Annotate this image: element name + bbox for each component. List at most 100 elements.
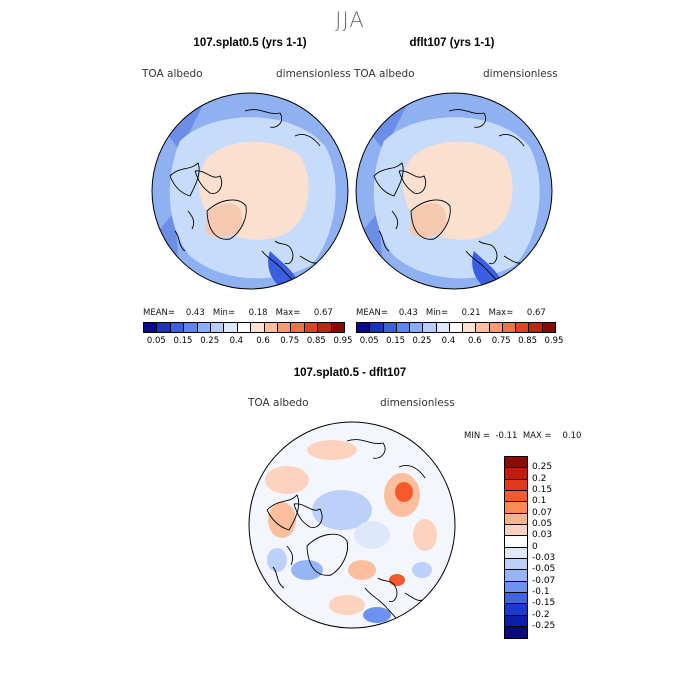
colorbar-tick-label: 0.95 xyxy=(544,336,564,346)
colorbar-swatch xyxy=(278,323,292,332)
colorbar-swatch xyxy=(502,323,517,332)
colorbar-swatch xyxy=(449,323,464,332)
colorbar-swatch xyxy=(237,323,252,332)
panel-left-units: dimensionless xyxy=(276,68,351,80)
colorbar-diff-swatch xyxy=(505,457,527,469)
map-left xyxy=(151,92,349,290)
panel-right-stats: MEAN= 0.43 Min= 0.21 Max= 0.67 xyxy=(356,308,546,318)
panel-left-variable: TOA albedo xyxy=(142,68,203,80)
colorbar-diff-swatch xyxy=(505,513,527,525)
colorbar-swatch xyxy=(410,323,424,332)
colorbar-diff-swatch xyxy=(505,615,527,627)
colorbar-swatch xyxy=(331,323,345,332)
colorbar-diff-swatch xyxy=(505,490,527,503)
colorbar-diff-tick-label: 0.1 xyxy=(532,496,547,507)
panel-left-stats: MEAN= 0.43 Min= 0.18 Max= 0.67 xyxy=(143,308,333,318)
colorbar-diff-tick-label: -0.25 xyxy=(532,620,556,631)
colorbar-swatch xyxy=(264,323,279,332)
map-right-border xyxy=(355,92,553,290)
colorbar-tick-label: 0.85 xyxy=(518,336,538,346)
colorbar-tick-label: 0.4 xyxy=(441,336,456,346)
map-diff-positive-anomalies xyxy=(265,440,437,615)
colorbar-tick-label: 0.75 xyxy=(280,336,300,346)
colorbar-swatch xyxy=(251,323,265,332)
panel-right-units: dimensionless xyxy=(483,68,558,80)
colorbar-swatch xyxy=(144,323,158,332)
diff-panel-stats: MIN = -0.11 MAX = 0.10 xyxy=(464,431,582,441)
colorbar-tick-label: 0.05 xyxy=(146,336,166,346)
colorbar-right-ticks: 0.05 0.15 0.25 0.4 0.6 0.75 0.85 0.95 xyxy=(356,336,564,348)
colorbar-swatch xyxy=(370,323,384,332)
colorbar-diff-tick-label: 0.05 xyxy=(532,518,553,529)
colorbar-diff-swatch xyxy=(505,570,527,582)
colorbar-diff-swatch xyxy=(505,524,527,537)
colorbar-diff-swatch xyxy=(505,479,527,491)
map-right xyxy=(355,92,553,290)
colorbar-tick-label: 0.05 xyxy=(359,336,379,346)
colorbar-swatch xyxy=(436,323,450,332)
colorbar-diff-swatch xyxy=(505,536,527,548)
colorbar-diff-tick-label: 0.03 xyxy=(532,530,553,541)
colorbar-tick-label: 0.4 xyxy=(229,336,244,346)
colorbar-tick-label: 0.95 xyxy=(333,336,353,346)
colorbar-diff-tick-label: 0.15 xyxy=(532,484,553,495)
colorbar-left-ticks: 0.05 0.15 0.25 0.4 0.6 0.75 0.85 0.95 xyxy=(143,336,353,348)
colorbar-left xyxy=(143,322,345,333)
map-diff-negative-anomalies xyxy=(267,490,432,623)
colorbar-swatch xyxy=(529,323,543,332)
colorbar-tick-label: 0.25 xyxy=(412,336,432,346)
colorbar-diff-swatch xyxy=(505,592,527,605)
season-title: JJA xyxy=(335,8,365,32)
map-left-greenland xyxy=(205,203,243,238)
colorbar-swatch xyxy=(170,323,185,332)
colorbar-diff-swatch xyxy=(505,468,527,480)
colorbar-swatch xyxy=(197,323,212,332)
colorbar-swatch xyxy=(318,323,332,332)
map-left-border xyxy=(151,92,349,290)
colorbar-swatch xyxy=(396,323,411,332)
colorbar-swatch xyxy=(383,323,397,332)
map-diff-border xyxy=(248,421,456,629)
colorbar-diff-tick-label: 0 xyxy=(532,541,538,552)
colorbar-swatch xyxy=(184,323,198,332)
colorbar-swatch xyxy=(463,323,477,332)
colorbar-swatch xyxy=(157,323,171,332)
map-right-greenland xyxy=(409,203,447,238)
colorbar-swatch xyxy=(224,323,238,332)
colorbar-diff-tick-label: -0.2 xyxy=(532,609,550,620)
colorbar-diff-ticks: 0.25 0.2 0.15 0.1 0.07 0.05 0.03 0 -0.03 -0.05 -0.… xyxy=(532,456,572,631)
colorbar-diff xyxy=(504,456,528,640)
colorbar-diff-tick-label: -0.07 xyxy=(532,575,556,586)
panel-right-variable: TOA albedo xyxy=(354,68,415,80)
colorbar-diff-tick-label: 0.25 xyxy=(532,462,553,473)
colorbar-diff-tick-label: -0.15 xyxy=(532,598,556,609)
colorbar-diff-swatch xyxy=(505,604,527,616)
colorbar-diff-swatch xyxy=(505,547,527,559)
diff-panel-title: 107.splat0.5 - dflt107 xyxy=(293,367,407,379)
colorbar-right xyxy=(356,322,556,333)
colorbar-diff-tick-label: 0.2 xyxy=(532,473,547,484)
colorbar-diff-swatch xyxy=(505,502,527,514)
colorbar-swatch xyxy=(516,323,530,332)
colorbar-tick-label: 0.15 xyxy=(173,336,193,346)
colorbar-tick-label: 0.6 xyxy=(468,336,482,346)
map-diff xyxy=(248,421,456,629)
panel-left-title: 107.splat0.5 (yrs 1-1) xyxy=(193,37,307,49)
colorbar-diff-swatch xyxy=(505,558,527,571)
colorbar-swatch xyxy=(489,323,503,332)
colorbar-swatch xyxy=(291,323,305,332)
colorbar-diff-tick-label: -0.03 xyxy=(532,552,556,563)
colorbar-diff-swatch xyxy=(505,626,527,639)
colorbar-diff-swatch xyxy=(505,581,527,593)
colorbar-tick-label: 0.15 xyxy=(386,336,406,346)
colorbar-tick-label: 0.25 xyxy=(200,336,220,346)
colorbar-diff-tick-label: 0.07 xyxy=(532,507,553,518)
colorbar-swatch xyxy=(211,323,225,332)
colorbar-swatch xyxy=(542,323,555,332)
colorbar-diff-tick-label: -0.1 xyxy=(532,586,550,597)
colorbar-tick-label: 0.75 xyxy=(491,336,511,346)
colorbar-swatch xyxy=(357,323,371,332)
colorbar-swatch xyxy=(304,323,319,332)
colorbar-diff-tick-label: -0.05 xyxy=(532,564,556,575)
colorbar-swatch xyxy=(476,323,490,332)
